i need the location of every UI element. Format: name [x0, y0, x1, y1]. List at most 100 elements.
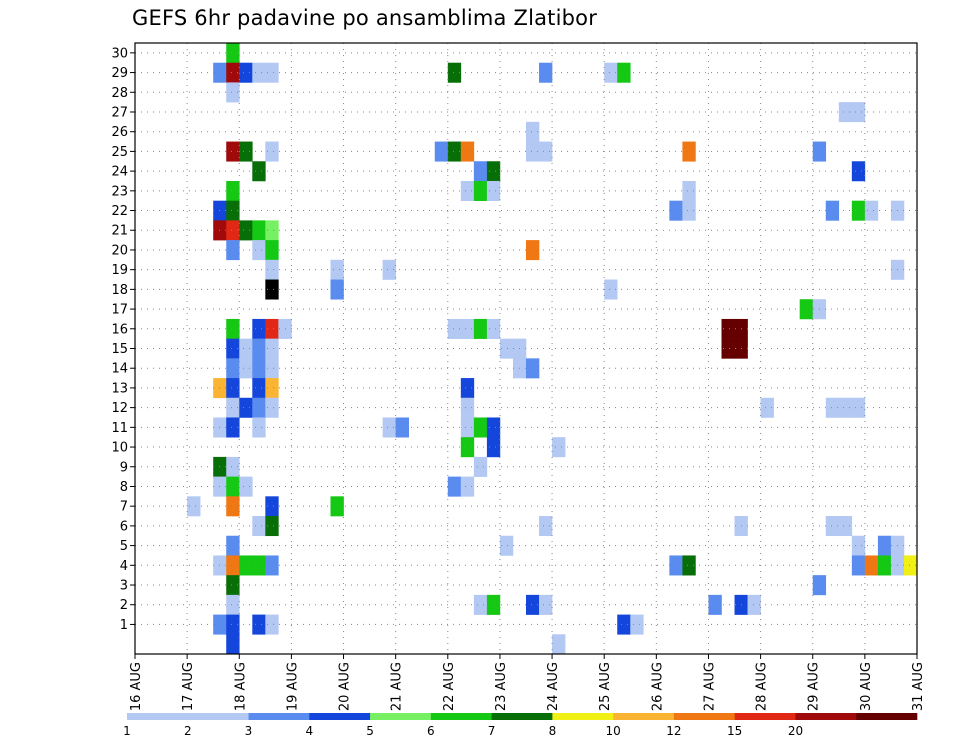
heatmap-cell [226, 378, 240, 399]
x-tick-label: 20 AUG [338, 662, 353, 711]
y-tick-label: 6 [120, 519, 128, 534]
heatmap-cell [239, 476, 253, 497]
heatmap-cell [539, 594, 553, 615]
y-tick-label: 11 [111, 421, 128, 436]
heatmap-cell [838, 516, 853, 537]
y-tick-label: 16 [111, 322, 128, 337]
heatmap-cell [252, 417, 266, 438]
y-tick-label: 14 [111, 362, 128, 377]
x-tick-label: 28 AUG [755, 662, 770, 711]
heatmap-cell [226, 220, 240, 241]
x-tick-label: 16 AUG [129, 662, 144, 711]
legend-swatch [552, 713, 614, 720]
heatmap-cell [838, 397, 853, 418]
legend-swatch [491, 713, 553, 720]
y-tick-label: 2 [120, 598, 128, 613]
heatmap-cell [252, 240, 266, 261]
legend-label: 8 [549, 724, 557, 738]
heatmap-cell [265, 141, 279, 162]
y-tick-label: 7 [120, 500, 128, 515]
heatmap-cell [460, 180, 475, 201]
y-tick-label: 8 [120, 480, 128, 495]
heatmap-cell [330, 496, 344, 517]
heatmap-cell [226, 318, 240, 339]
legend-label: 3 [245, 724, 253, 738]
x-tick-label: 29 AUG [807, 662, 822, 711]
heatmap-cell [499, 535, 514, 556]
heatmap-cell [239, 220, 253, 241]
heatmap-cell [604, 279, 618, 300]
x-tick-label: 21 AUG [390, 662, 405, 711]
heatmap-cell [265, 614, 279, 635]
heatmap-cell [851, 161, 866, 182]
y-tick-label: 9 [120, 460, 128, 475]
heatmap-cell [486, 594, 501, 615]
y-axis: 1234567891011121314151617181920212223242… [111, 46, 135, 633]
x-tick-label: 27 AUG [703, 662, 718, 711]
heatmap-cell [265, 496, 279, 517]
heatmap-cell [252, 338, 266, 359]
heatmap-cell [877, 555, 892, 576]
heatmap-cell [265, 516, 279, 537]
heatmap-cell [486, 161, 501, 182]
heatmap-cell [265, 555, 279, 576]
heatmap-cell [252, 358, 266, 379]
heatmap-cell [447, 476, 462, 497]
heatmap-cell [851, 200, 866, 221]
heatmap-cell [486, 437, 501, 458]
heatmap-cell [226, 555, 240, 576]
heatmap-cell [851, 102, 866, 123]
heatmap-cell [877, 535, 892, 556]
heatmap-cell [226, 476, 240, 497]
heatmap-cell [473, 318, 488, 339]
legend-label: 10 [606, 724, 621, 738]
heatmap-cell [682, 555, 696, 576]
legend-swatch [127, 713, 189, 720]
legend-label: 6 [427, 724, 435, 738]
heatmap-cell [226, 496, 240, 517]
legend-swatch [795, 713, 857, 720]
heatmap-cell [252, 220, 266, 241]
heatmap-cell [851, 397, 866, 418]
heatmap-cell [460, 378, 475, 399]
y-tick-label: 29 [111, 66, 128, 81]
heatmap-cell [851, 555, 866, 576]
heatmap-cell [265, 318, 279, 339]
heatmap-cell [226, 575, 240, 596]
heatmap-cell [851, 535, 866, 556]
heatmap-cell [721, 318, 735, 339]
x-tick-label: 19 AUG [285, 662, 300, 711]
legend-label: 2 [184, 724, 192, 738]
heatmap-cell [239, 62, 253, 83]
heatmap-cell [252, 555, 266, 576]
y-tick-label: 13 [111, 381, 128, 396]
y-tick-label: 26 [111, 125, 128, 140]
x-tick-label: 26 AUG [650, 662, 665, 711]
heatmap-cell [473, 161, 488, 182]
heatmap-cell [526, 240, 540, 261]
heatmap-cell [226, 397, 240, 418]
heatmap-cell [252, 161, 266, 182]
chart-title: GEFS 6hr padavine po ansamblima Zlatibor [132, 6, 598, 30]
y-tick-label: 10 [111, 441, 128, 456]
x-tick-label: 30 AUG [859, 662, 874, 711]
heatmap-cell [226, 141, 240, 162]
heatmap-cell [460, 437, 475, 458]
heatmap-cell [903, 555, 918, 576]
heatmap-cell [630, 614, 644, 635]
heatmap-cell [252, 378, 266, 399]
heatmap-cell [265, 62, 279, 83]
legend-label: 1 [123, 724, 131, 738]
heatmap-cell [252, 614, 266, 635]
heatmap-cell [226, 240, 240, 261]
y-tick-label: 20 [111, 243, 128, 258]
legend-label: 12 [666, 724, 681, 738]
heatmap-cell [226, 456, 240, 477]
heatmap-cell [486, 180, 501, 201]
heatmap-cell [265, 397, 279, 418]
y-tick-label: 25 [111, 145, 128, 160]
heatmap-cell [460, 318, 475, 339]
heatmap-cell [473, 180, 488, 201]
heatmap-cell [617, 614, 631, 635]
legend-swatch [370, 713, 432, 720]
